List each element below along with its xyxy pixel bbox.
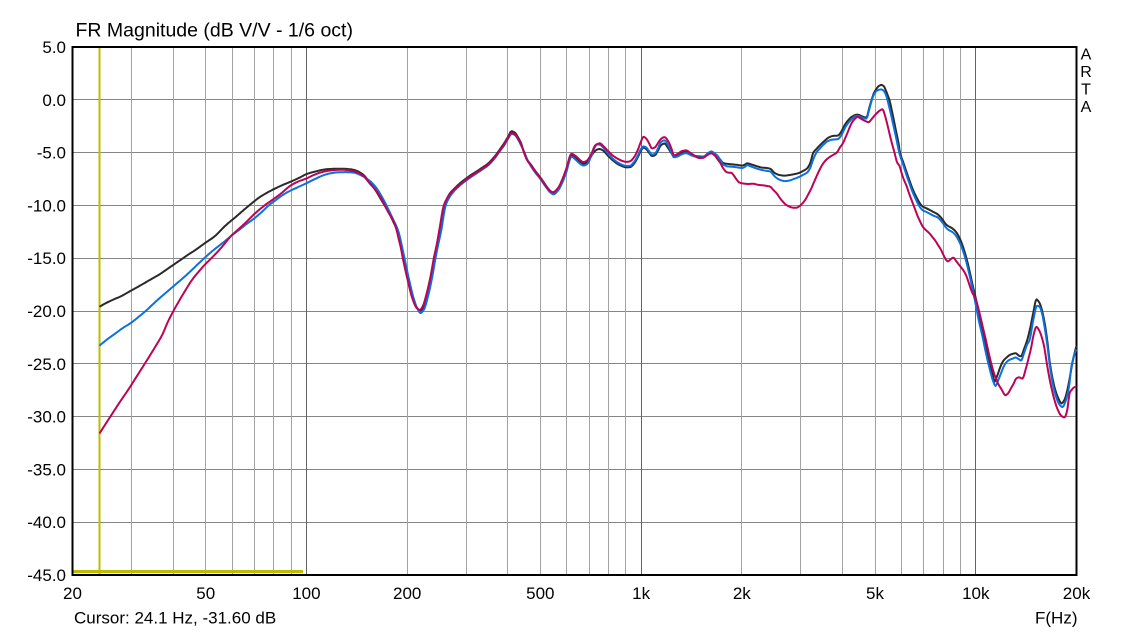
svg-text:-35.0: -35.0 bbox=[27, 460, 66, 479]
svg-text:10k: 10k bbox=[962, 584, 990, 603]
svg-text:-20.0: -20.0 bbox=[27, 302, 66, 321]
svg-text:F(Hz): F(Hz) bbox=[1035, 609, 1077, 628]
svg-text:-10.0: -10.0 bbox=[27, 196, 66, 215]
svg-text:-15.0: -15.0 bbox=[27, 249, 66, 268]
svg-text:5k: 5k bbox=[866, 584, 884, 603]
svg-text:Cursor: 24.1 Hz, -31.60 dB: Cursor: 24.1 Hz, -31.60 dB bbox=[74, 609, 276, 628]
svg-text:R: R bbox=[1080, 64, 1092, 81]
svg-text:-45.0: -45.0 bbox=[27, 566, 66, 585]
svg-text:-25.0: -25.0 bbox=[27, 355, 66, 374]
svg-text:-30.0: -30.0 bbox=[27, 408, 66, 427]
svg-text:20: 20 bbox=[63, 584, 82, 603]
svg-text:200: 200 bbox=[393, 584, 421, 603]
svg-text:-40.0: -40.0 bbox=[27, 513, 66, 532]
svg-text:0.0: 0.0 bbox=[42, 91, 66, 110]
svg-text:100: 100 bbox=[292, 584, 320, 603]
svg-text:A: A bbox=[1081, 47, 1092, 64]
svg-text:-5.0: -5.0 bbox=[37, 144, 66, 163]
svg-text:2k: 2k bbox=[733, 584, 751, 603]
svg-text:1k: 1k bbox=[632, 584, 650, 603]
svg-text:T: T bbox=[1081, 82, 1091, 99]
svg-text:500: 500 bbox=[526, 584, 554, 603]
svg-text:20k: 20k bbox=[1063, 584, 1091, 603]
svg-text:FR Magnitude (dB V/V - 1/6 oct: FR Magnitude (dB V/V - 1/6 oct) bbox=[76, 20, 353, 42]
svg-text:5.0: 5.0 bbox=[42, 38, 66, 57]
svg-text:A: A bbox=[1081, 99, 1092, 116]
svg-text:50: 50 bbox=[196, 584, 215, 603]
